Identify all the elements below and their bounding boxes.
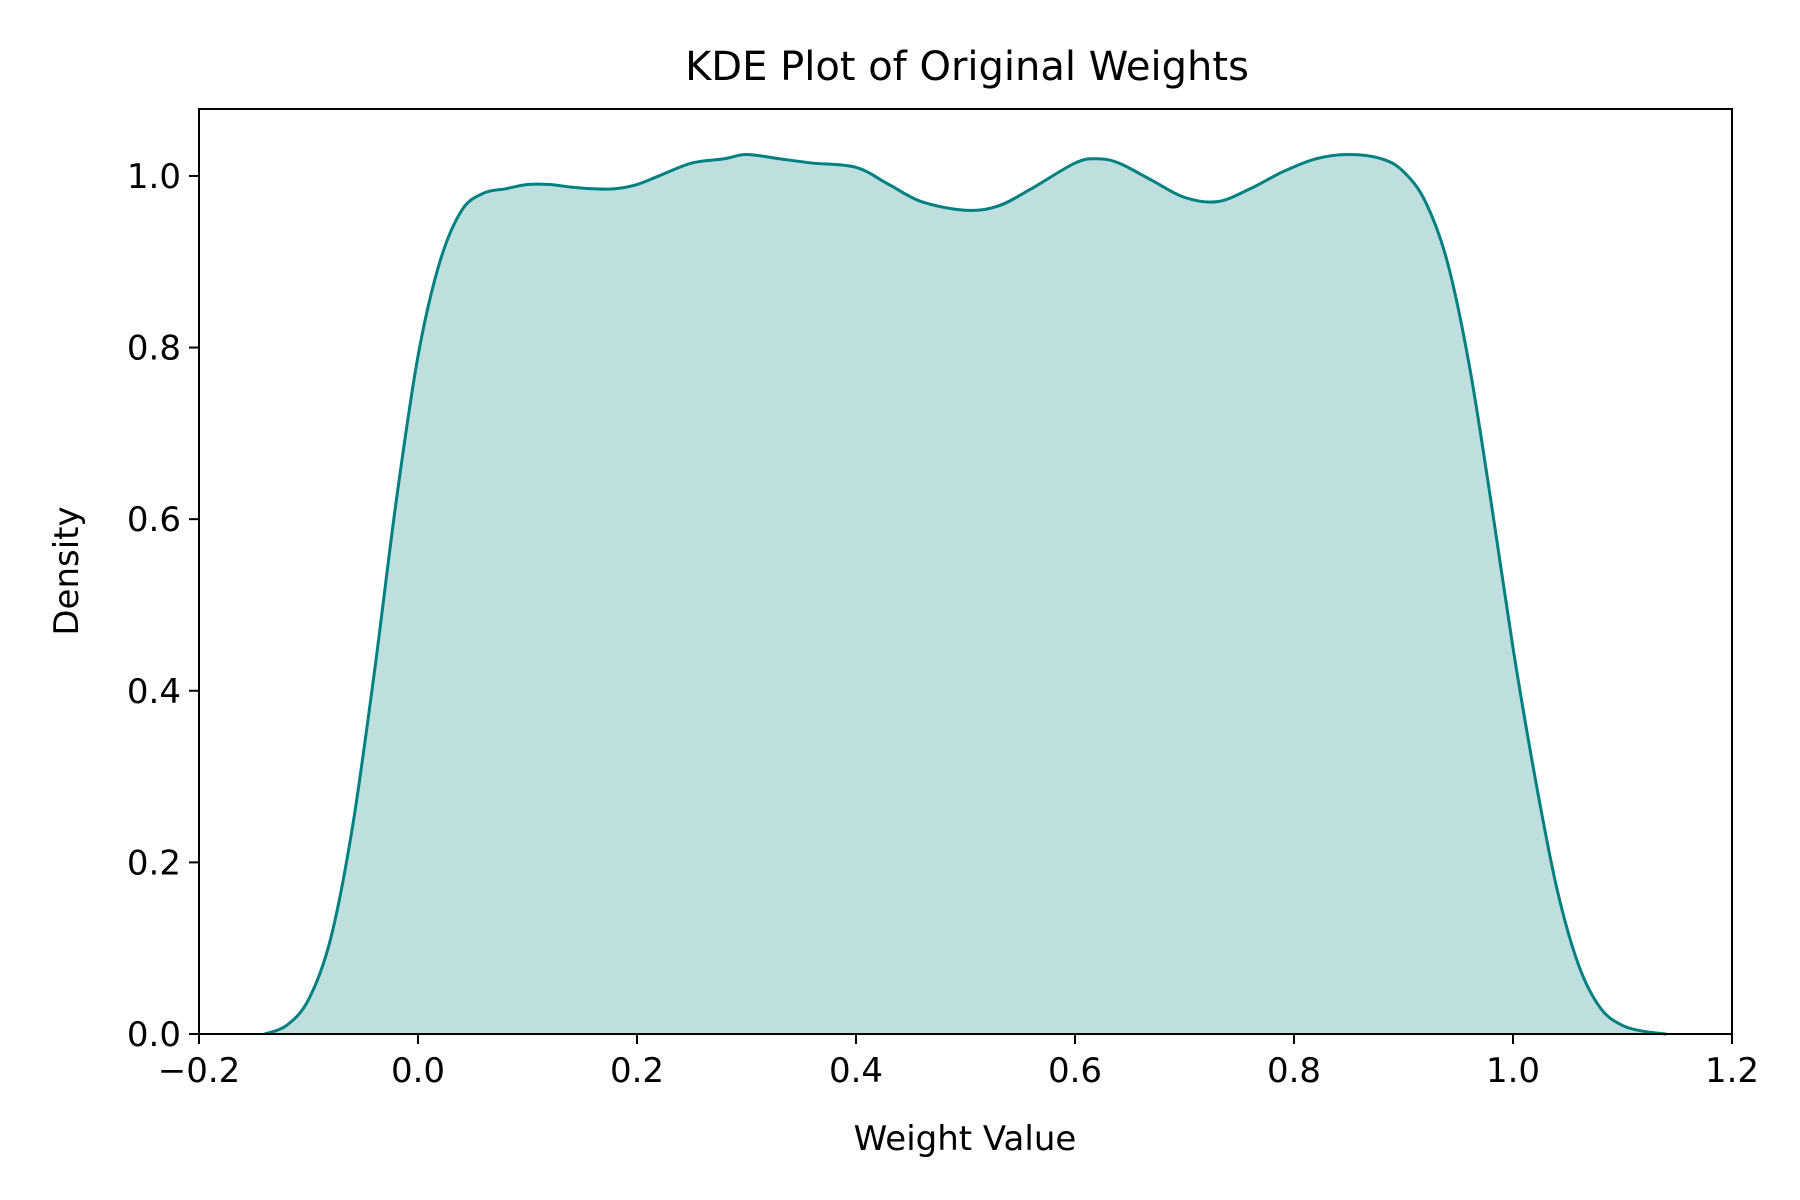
kde-density-line: [264, 152, 1667, 1036]
x-axis: −0.2 0.0 0.2 0.4 0.6 0.8 1.0 1.2: [158, 1034, 1759, 1091]
x-tick-label: 0.2: [610, 1051, 664, 1091]
y-axis-label: Density: [47, 506, 87, 635]
chart-title: KDE Plot of Original Weights: [685, 44, 1249, 90]
x-tick-label: 0.8: [1267, 1051, 1321, 1091]
x-axis-label: Weight Value: [854, 1119, 1077, 1159]
x-tick-label: 1.0: [1486, 1051, 1540, 1091]
x-tick-label: −0.2: [158, 1051, 241, 1091]
plot-frame: [198, 108, 1733, 1035]
y-tick-label: 0.8: [127, 329, 181, 369]
y-tick-label: 0.4: [127, 672, 181, 712]
y-tick-label: 1.0: [127, 157, 181, 197]
x-tick-label: 0.0: [391, 1051, 445, 1091]
x-tick-label: 0.4: [829, 1051, 883, 1091]
y-tick-label: 0.6: [127, 500, 181, 540]
kde-area-fill: [264, 154, 1667, 1035]
x-tick-label: 0.6: [1048, 1051, 1102, 1091]
plot-area: [264, 152, 1667, 1036]
y-axis: 0.0 0.2 0.4 0.6 0.8 1.0: [127, 157, 199, 1055]
x-tick-label: 1.2: [1705, 1051, 1759, 1091]
y-tick-label: 0.2: [127, 843, 181, 883]
y-tick-label: 0.0: [127, 1015, 181, 1055]
